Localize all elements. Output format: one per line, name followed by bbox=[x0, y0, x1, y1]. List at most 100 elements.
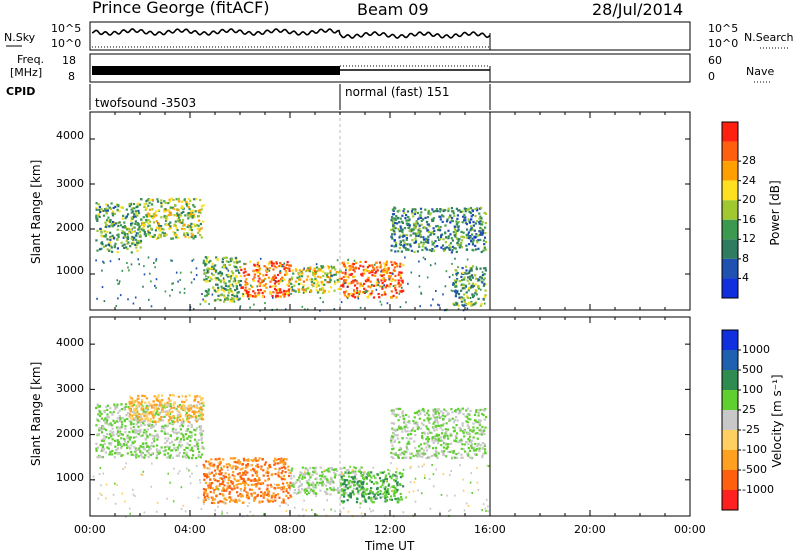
power-scatter-cell bbox=[202, 220, 205, 223]
velocity-scatter-cell bbox=[345, 491, 348, 495]
power-noise-cell bbox=[481, 281, 484, 284]
velocity-scatter-cell bbox=[457, 407, 460, 410]
velocity-scatter-cell bbox=[393, 422, 396, 425]
velocity-scatter-cell bbox=[166, 424, 169, 427]
power-scatter-cell bbox=[385, 261, 388, 264]
power-scatter-cell bbox=[328, 281, 331, 284]
power-scatter-cell bbox=[139, 246, 142, 249]
power-noise-cell bbox=[232, 285, 235, 288]
velocity-scatter-cell bbox=[184, 409, 187, 412]
velocity-noise-cell bbox=[100, 484, 102, 487]
power-scatter-cell bbox=[298, 273, 301, 276]
velocity-scatter-cell bbox=[381, 484, 384, 487]
velocity-scatter-cell bbox=[132, 401, 135, 404]
velocity-scatter-cell bbox=[365, 482, 368, 485]
power-scatter-cell bbox=[145, 218, 148, 222]
power-scatter-cell bbox=[325, 275, 328, 278]
velocity-scatter-cell bbox=[217, 501, 220, 504]
velocity-scatter-cell bbox=[143, 419, 146, 422]
velocity-scatter-cell bbox=[172, 415, 175, 418]
power-scatter-cell bbox=[418, 243, 421, 246]
velocity-scatter-cell bbox=[239, 468, 242, 471]
power-scatter-cell bbox=[225, 288, 228, 291]
velocity-scatter-cell bbox=[237, 482, 240, 486]
velocity-noise-cell bbox=[429, 507, 432, 510]
velocity-scatter-cell bbox=[222, 494, 225, 497]
velocity-scatter-cell bbox=[204, 496, 207, 499]
velocity-scatter-cell bbox=[200, 410, 203, 414]
velocity-scatter-cell bbox=[394, 497, 397, 500]
velocity-noise-cell bbox=[362, 500, 364, 503]
velocity-scatter-cell bbox=[116, 417, 119, 420]
power-scatter-cell bbox=[270, 262, 273, 265]
velocity-scatter-cell bbox=[172, 394, 175, 397]
power-scatter-cell bbox=[168, 211, 171, 214]
power-scatter-cell bbox=[393, 266, 396, 269]
power-scatter-cell bbox=[482, 249, 485, 252]
velocity-scatter-cell bbox=[221, 489, 224, 492]
power-scatter-cell bbox=[434, 245, 437, 248]
power-scatter-cell bbox=[377, 292, 380, 296]
power-scatter-cell bbox=[276, 273, 280, 277]
power-scatter-cell bbox=[310, 278, 313, 281]
power-scatter-cell bbox=[361, 291, 365, 294]
velocity-scatter-cell bbox=[101, 444, 104, 447]
velocity-scatter-cell bbox=[391, 437, 394, 440]
power-scatter-cell bbox=[392, 227, 395, 230]
velocity-scatter-cell bbox=[102, 425, 105, 428]
power-scatter-cell bbox=[455, 269, 458, 272]
power-scatter-cell bbox=[365, 268, 368, 271]
power-scatter-cell bbox=[179, 215, 182, 218]
velocity-scatter-cell bbox=[110, 453, 114, 456]
power-scatter-cell bbox=[356, 295, 359, 298]
power-scatter-cell bbox=[463, 271, 466, 275]
power-scatter-cell bbox=[479, 267, 482, 270]
power-noise-cell bbox=[215, 276, 218, 279]
power-scatter-cell bbox=[414, 241, 417, 244]
velocity-scatter-cell bbox=[255, 470, 259, 473]
velocity-scatter-cell bbox=[198, 416, 201, 419]
velocity-scatter-cell bbox=[320, 475, 323, 478]
power-scatter-cell bbox=[440, 208, 443, 211]
power-scatter-cell bbox=[106, 230, 109, 233]
power-scatter-cell bbox=[145, 202, 148, 205]
velocity-scatter-cell bbox=[201, 413, 205, 416]
velocity-scatter-cell bbox=[311, 489, 314, 493]
velocity-scatter-cell bbox=[272, 460, 276, 463]
power-scatter-cell bbox=[456, 214, 459, 217]
velocity-scatter-cell bbox=[176, 413, 179, 416]
power-scatter-cell bbox=[364, 260, 367, 263]
power-scatter-cell bbox=[165, 209, 168, 212]
velocity-noise-cell bbox=[326, 499, 328, 502]
power-scatter-cell bbox=[130, 216, 133, 219]
power-scatter-cell bbox=[134, 215, 137, 218]
velocity-scatter-cell bbox=[326, 481, 329, 484]
power-scatter-cell bbox=[315, 266, 319, 269]
velocity-scatter-cell bbox=[446, 428, 450, 431]
velocity-scatter-cell bbox=[421, 431, 424, 435]
velocity-noise-cell bbox=[278, 469, 280, 472]
velocity-scatter-cell bbox=[153, 395, 156, 398]
power-scatter-cell bbox=[203, 299, 206, 303]
power-scatter-cell bbox=[470, 300, 473, 304]
velocity-scatter-cell bbox=[341, 490, 344, 493]
velocity-scatter-cell bbox=[248, 488, 252, 491]
velocity-scatter-cell bbox=[124, 405, 127, 409]
power-scatter-cell bbox=[252, 279, 255, 282]
velocity-scatter-cell bbox=[155, 398, 158, 401]
velocity-scatter-cell bbox=[473, 413, 477, 416]
velocity-scatter-cell bbox=[292, 485, 295, 488]
power-noise-cell bbox=[137, 258, 140, 261]
velocity-scatter-cell bbox=[466, 452, 469, 455]
velocity-scatter-cell bbox=[403, 453, 406, 456]
velocity-scatter-cell bbox=[461, 430, 465, 433]
power-noise-cell bbox=[117, 297, 119, 300]
power-scatter-cell bbox=[467, 231, 470, 234]
velocity-scatter-cell bbox=[159, 418, 162, 421]
velocity-scatter-cell bbox=[382, 480, 385, 484]
power-noise-cell bbox=[192, 308, 195, 311]
power-scatter-cell bbox=[190, 222, 193, 225]
power-scatter-cell bbox=[319, 268, 322, 271]
velocity-scatter-cell bbox=[295, 481, 298, 484]
velocity-scatter-cell bbox=[262, 494, 265, 497]
